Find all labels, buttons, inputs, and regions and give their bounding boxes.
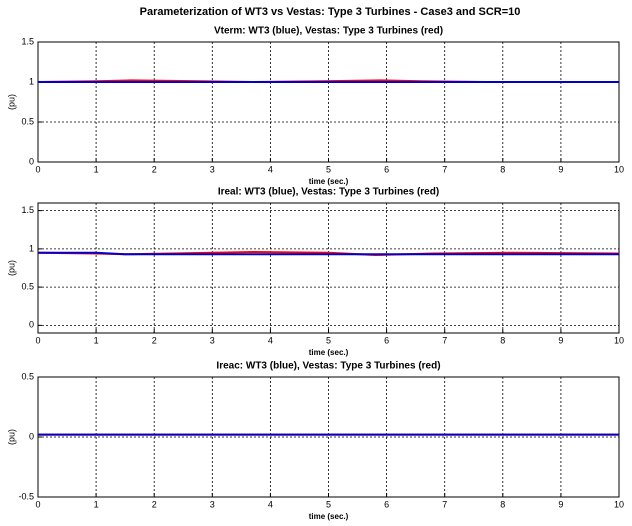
- y-tick-label: 0: [29, 156, 34, 166]
- y-tick-label: 0: [29, 431, 34, 441]
- x-tick-label: 3: [210, 335, 215, 345]
- x-tick-label: 7: [442, 335, 447, 345]
- x-axis-label: time (sec.): [309, 348, 349, 357]
- y-tick-label: 0: [29, 320, 34, 330]
- y-tick-label: 0.5: [21, 371, 34, 381]
- x-tick-label: 5: [326, 335, 331, 345]
- y-axis-label: (pu): [6, 94, 16, 110]
- subplot-title: Ireac: WT3 (blue), Vestas: Type 3 Turbin…: [216, 361, 440, 372]
- x-tick-label: 8: [500, 499, 505, 509]
- x-tick-label: 10: [614, 164, 624, 174]
- y-tick-label: 1.5: [21, 205, 34, 215]
- x-tick-label: 0: [35, 164, 40, 174]
- x-tick-label: 5: [326, 164, 331, 174]
- x-tick-label: 0: [35, 499, 40, 509]
- x-tick-label: 1: [94, 335, 99, 345]
- x-tick-label: 2: [152, 335, 157, 345]
- y-tick-label: -0.5: [18, 491, 34, 501]
- x-tick-label: 6: [384, 335, 389, 345]
- x-tick-label: 6: [384, 164, 389, 174]
- x-tick-label: 7: [442, 164, 447, 174]
- y-tick-label: 0.5: [21, 116, 34, 126]
- x-tick-label: 6: [384, 499, 389, 509]
- x-tick-label: 8: [500, 164, 505, 174]
- x-tick-label: 3: [210, 164, 215, 174]
- figure-title: Parameterization of WT3 vs Vestas: Type …: [140, 6, 521, 18]
- x-tick-label: 2: [152, 164, 157, 174]
- x-tick-label: 9: [558, 335, 563, 345]
- x-tick-label: 0: [35, 335, 40, 345]
- y-tick-label: 1: [29, 76, 34, 86]
- y-tick-label: 0.5: [21, 281, 34, 291]
- x-tick-label: 9: [558, 499, 563, 509]
- x-axis-label: time (sec.): [309, 177, 349, 186]
- subplot-title: Vterm: WT3 (blue), Vestas: Type 3 Turbin…: [214, 26, 443, 37]
- subplot-title: Ireal: WT3 (blue), Vestas: Type 3 Turbin…: [218, 187, 439, 198]
- x-tick-label: 9: [558, 164, 563, 174]
- y-tick-label: 1: [29, 243, 34, 253]
- x-tick-label: 1: [94, 499, 99, 509]
- x-tick-label: 7: [442, 499, 447, 509]
- series-line: [38, 251, 619, 256]
- x-tick-label: 1: [94, 164, 99, 174]
- y-axis-label: (pu): [6, 429, 16, 445]
- x-axis-label: time (sec.): [309, 512, 349, 521]
- x-tick-label: 2: [152, 499, 157, 509]
- y-axis-label: (pu): [6, 260, 16, 276]
- x-tick-label: 10: [614, 499, 624, 509]
- x-tick-label: 5: [326, 499, 331, 509]
- y-tick-label: 1.5: [21, 36, 34, 46]
- x-tick-label: 8: [500, 335, 505, 345]
- x-tick-label: 4: [268, 164, 273, 174]
- x-tick-label: 4: [268, 499, 273, 509]
- x-tick-label: 10: [614, 335, 624, 345]
- x-tick-label: 4: [268, 335, 273, 345]
- x-tick-label: 3: [210, 499, 215, 509]
